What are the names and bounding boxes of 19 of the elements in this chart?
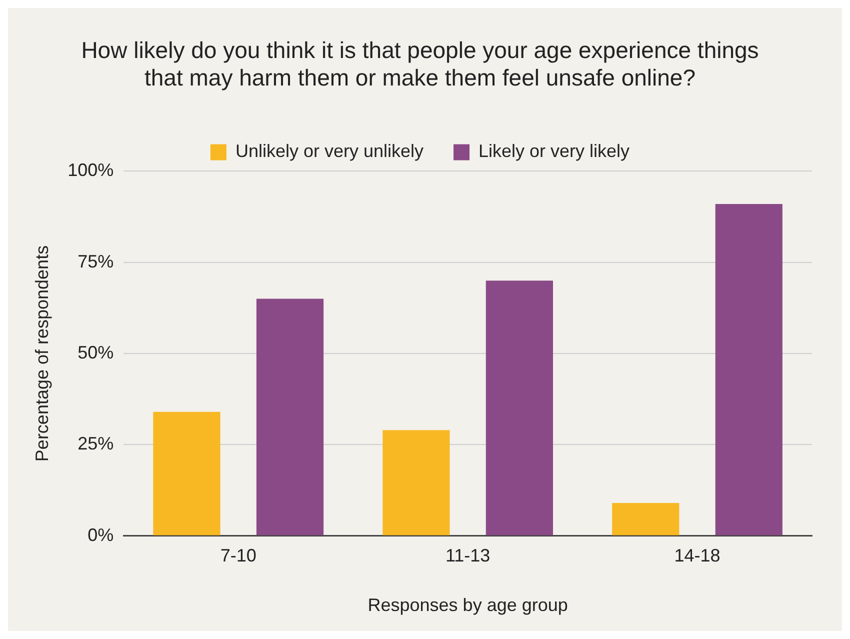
legend-label: Likely or very likely <box>478 141 630 162</box>
x-tick-label: 7-10 <box>220 546 256 566</box>
y-tick-label: 50% <box>78 342 114 362</box>
x-axis-title: Responses by age group <box>368 595 568 616</box>
y-tick-label: 0% <box>88 524 114 545</box>
y-tick-label: 25% <box>78 434 114 454</box>
bar <box>715 204 782 536</box>
y-tick-label: 75% <box>78 251 114 272</box>
legend-label: Unlikely or very unlikely <box>235 141 424 162</box>
bar <box>153 412 220 536</box>
x-tick-label: 11-13 <box>445 546 490 566</box>
bar <box>256 298 324 536</box>
y-axis-title: Percentage of respondents <box>32 245 52 462</box>
chart-title: How likely do you think it is that people your age experience things that may harm them or make them feel unsafe online? <box>81 37 759 91</box>
y-tick-label: 100% <box>68 160 114 180</box>
bar <box>612 502 680 536</box>
bar <box>382 430 450 536</box>
bar <box>486 280 554 536</box>
x-tick-label: 14-18 <box>674 546 720 566</box>
